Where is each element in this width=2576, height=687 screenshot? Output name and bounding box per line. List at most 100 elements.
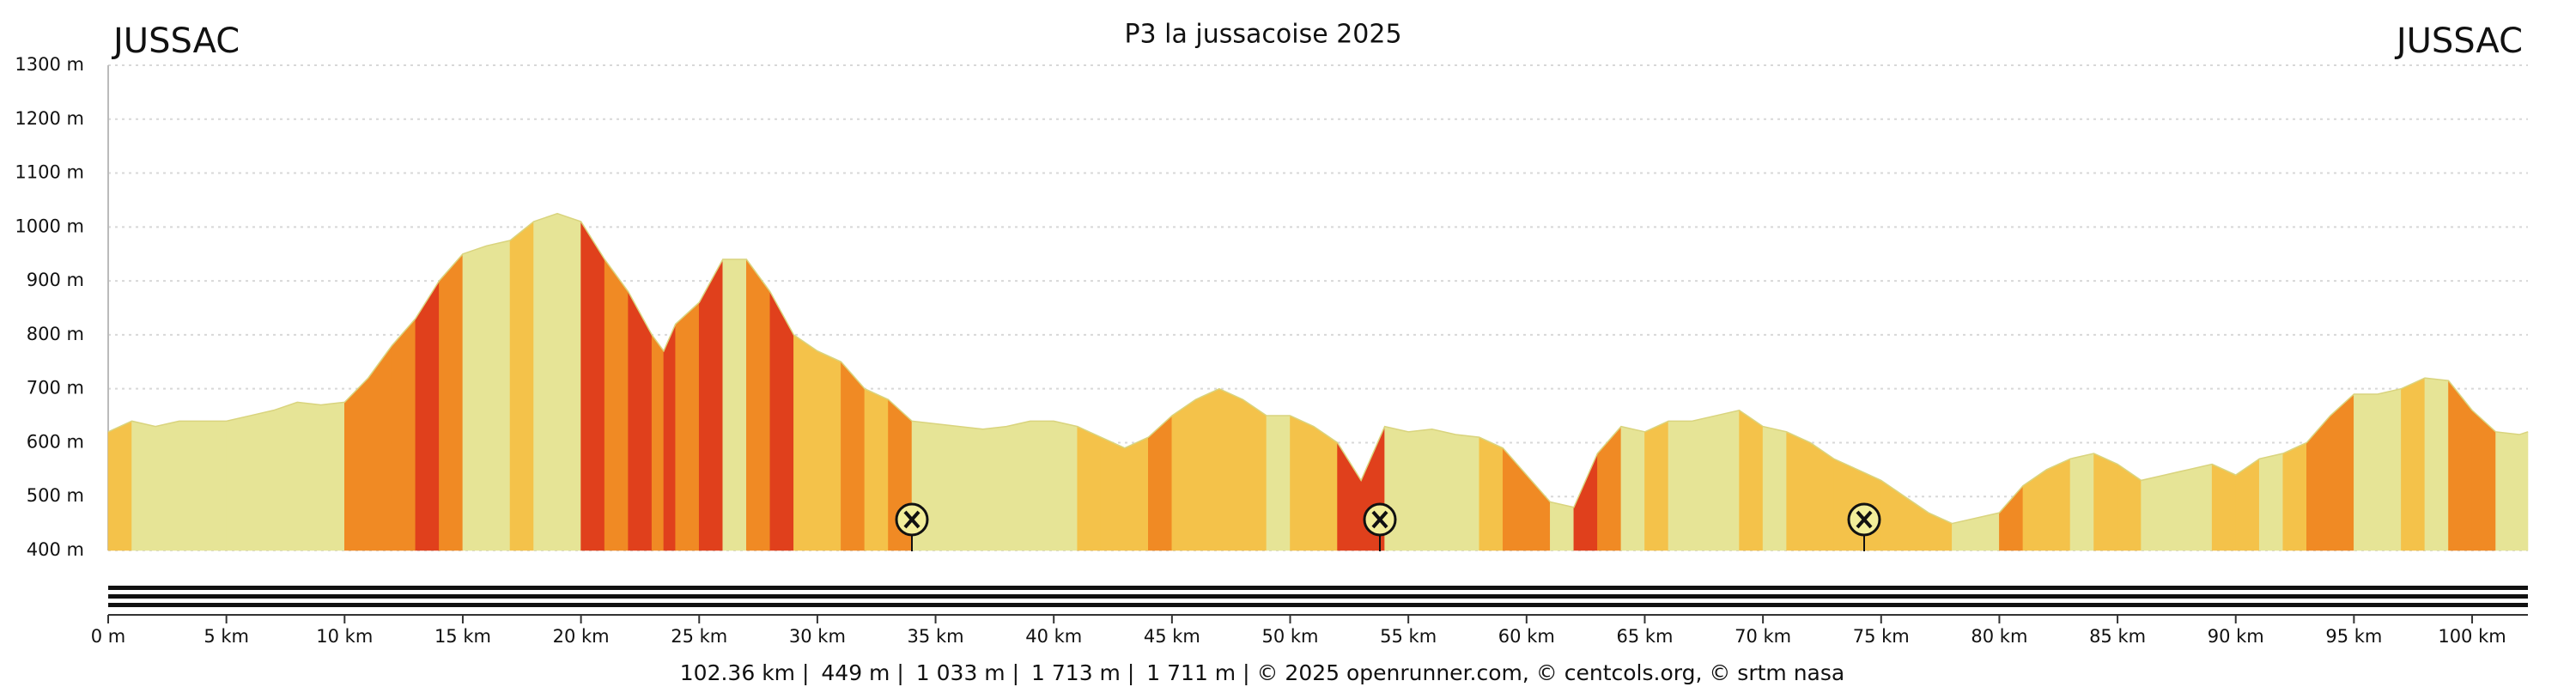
y-tick-label: 1000 m: [15, 216, 84, 236]
elevation-segment: [2211, 464, 2237, 551]
y-tick-label: 1300 m: [15, 54, 84, 75]
elevation-segment: [368, 344, 392, 551]
x-tick-label: 55 km: [1380, 626, 1437, 647]
elevation-segment: [1218, 388, 1243, 551]
elevation-segment: [1479, 436, 1504, 551]
elevation-segment: [131, 420, 156, 551]
elevation-segment: [1242, 398, 1267, 551]
elevation-segment: [1195, 388, 1220, 551]
y-tick-label: 900 m: [27, 270, 84, 290]
elevation-segment: [556, 213, 581, 551]
x-tick-label: 15 km: [434, 626, 491, 647]
elevation-segment: [817, 350, 841, 551]
elevation-segment: [580, 221, 605, 551]
elevation-segment: [1526, 474, 1551, 551]
elevation-segment: [1786, 431, 1811, 551]
elevation-segment: [604, 258, 629, 551]
y-tick-label: 600 m: [27, 431, 84, 452]
elevation-segment: [1809, 441, 1835, 551]
x-tick-label: 65 km: [1616, 626, 1673, 647]
elevation-segment: [1053, 420, 1078, 551]
x-tick-label: 45 km: [1144, 626, 1200, 647]
elevation-segment: [1573, 453, 1598, 551]
elevation-segment: [1337, 441, 1362, 551]
elevation-segment: [1124, 436, 1149, 551]
x-tick-label: 60 km: [1498, 626, 1555, 647]
elevation-segment: [793, 334, 818, 551]
footer-item: 1 711 m | © 2025 openrunner.com, © centc…: [1146, 660, 1844, 685]
separator: [108, 586, 2528, 590]
x-tick-label: 40 km: [1025, 626, 1082, 647]
y-tick-label: 1100 m: [15, 162, 84, 183]
x-tick-label: 75 km: [1853, 626, 1910, 647]
start-label: JUSSAC: [111, 21, 240, 61]
elevation-segment: [2164, 469, 2189, 551]
elevation-segment: [2282, 441, 2307, 551]
elevation-segment: [1668, 421, 1692, 551]
elevation-segment: [2046, 458, 2071, 551]
x-tick-label: 90 km: [2208, 626, 2264, 647]
elevation-segment: [1999, 484, 2024, 551]
elevation-segment: [1290, 415, 1315, 551]
y-tick-label: 800 m: [27, 324, 84, 344]
x-tick-label: 50 km: [1262, 626, 1319, 647]
y-tick-label: 1200 m: [15, 108, 84, 129]
y-tick-label: 700 m: [27, 378, 84, 398]
elevation-segment: [2022, 469, 2047, 551]
x-tick-label: 80 km: [1971, 626, 2027, 647]
elevation-segment: [1715, 410, 1740, 551]
elevation-segment: [841, 361, 866, 551]
separator: [108, 603, 2528, 607]
elevation-segment: [249, 410, 275, 551]
poi-marker: [1847, 502, 1881, 551]
elevation-segment: [1455, 434, 1480, 551]
elevation-segment: [2093, 453, 2118, 551]
elevation-segment: [486, 240, 511, 551]
x-tick-label: 35 km: [908, 626, 964, 647]
elevation-segment: [1431, 429, 1456, 551]
footer-item: 1 713 m |: [1031, 660, 1134, 685]
elevation-segment: [155, 420, 179, 551]
elevation-segment: [1030, 421, 1054, 551]
end-label: JUSSAC: [2394, 21, 2523, 61]
elevation-segment: [415, 280, 440, 551]
elevation-segment: [320, 402, 345, 551]
elevation-segment: [2306, 415, 2331, 551]
footer-item: 102.36 km |: [680, 660, 810, 685]
elevation-segment: [202, 421, 227, 551]
elevation-segment: [722, 258, 747, 551]
elevation-segment: [2258, 453, 2284, 551]
elevation-segment: [935, 423, 960, 551]
elevation-segment: [1762, 426, 1787, 551]
x-tick-label: 85 km: [2089, 626, 2146, 647]
separator: [108, 594, 2528, 599]
elevation-segment: [509, 221, 534, 551]
elevation-segment: [344, 377, 369, 551]
elevation-segment: [179, 421, 204, 551]
elevation-segment: [2117, 463, 2142, 551]
plot-area: [107, 64, 2529, 551]
x-tick-label: 100 km: [2438, 626, 2506, 647]
x-tick-label: 20 km: [553, 626, 610, 647]
footer-item: 1 033 m |: [916, 660, 1019, 685]
elevation-segment: [698, 258, 724, 551]
elevation-segment: [2518, 431, 2529, 551]
x-tick-label: 5 km: [204, 626, 249, 647]
elevation-segment: [2471, 410, 2496, 551]
elevation-segment: [769, 291, 794, 551]
elevation-segment: [1100, 436, 1126, 551]
elevation-segment: [1407, 429, 1432, 551]
elevation-segment: [392, 318, 416, 551]
x-tick-label: 25 km: [671, 626, 727, 647]
x-tick-label: 10 km: [316, 626, 373, 647]
elevation-segment: [226, 415, 251, 551]
elevation-segment: [1739, 410, 1764, 551]
elevation-segment: [296, 402, 322, 551]
elevation-segment: [439, 252, 464, 551]
elevation-segment: [1077, 426, 1102, 551]
elevation-segment: [2069, 453, 2094, 551]
elevation-segment: [1148, 415, 1173, 551]
x-tick-label: 0 m: [91, 626, 126, 647]
poi-marker: [1363, 502, 1397, 551]
